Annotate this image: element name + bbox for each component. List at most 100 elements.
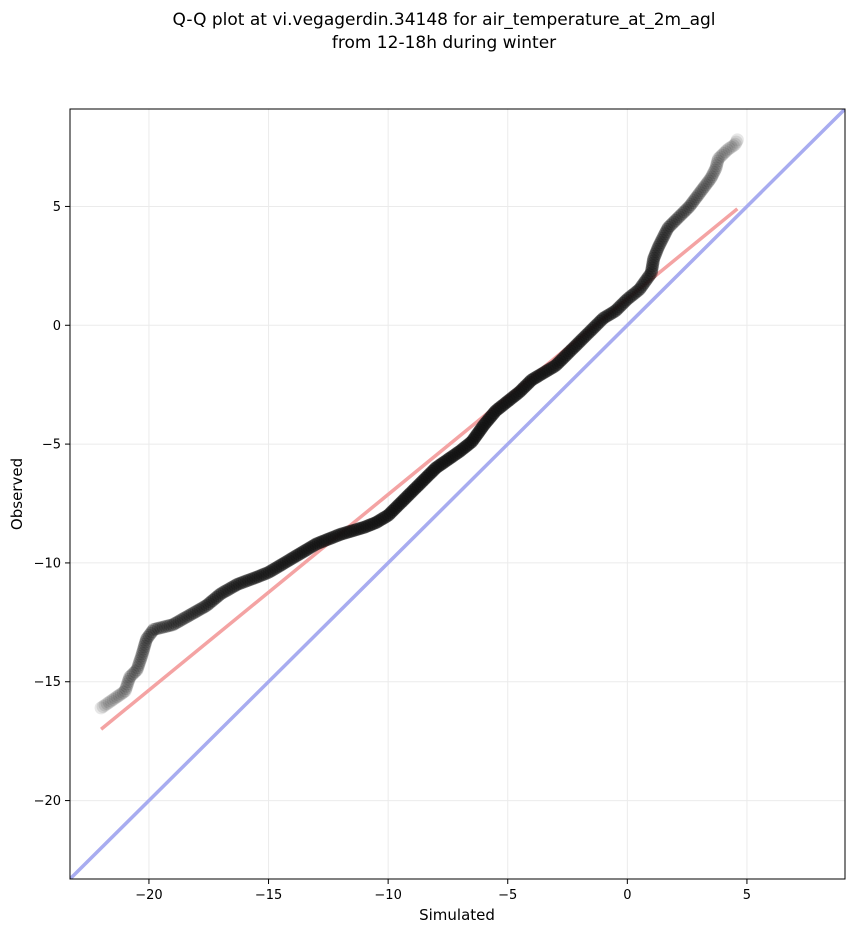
quantile-point (154, 621, 168, 635)
x-tick-label: 5 (743, 888, 751, 903)
quantile-point (720, 143, 734, 157)
quantile-point (726, 139, 740, 153)
quantile-point (707, 166, 721, 180)
quantile-point (700, 176, 714, 190)
quantile-point (204, 595, 218, 609)
quantile-point (108, 691, 122, 705)
quantile-point (693, 186, 707, 200)
quantile-point (618, 295, 632, 309)
quantile-point (681, 201, 695, 215)
quantile-point (298, 543, 312, 557)
quantile-point (256, 568, 270, 582)
quantile-point (141, 630, 155, 644)
quantile-point (599, 310, 613, 324)
quantile-point (198, 600, 212, 614)
quantile-point (220, 583, 234, 597)
quantile-point (249, 570, 263, 584)
quantile-point (172, 614, 186, 628)
quantile-point (551, 356, 565, 370)
plot-frame (69, 108, 846, 880)
quantile-point (131, 661, 145, 675)
quantile-point (641, 270, 655, 284)
x-tick-label: −5 (498, 888, 517, 903)
quantile-point (582, 325, 596, 339)
quantile-point (718, 145, 732, 159)
quantile-point (609, 303, 623, 317)
quantile-point (213, 587, 227, 601)
quantile-point (106, 692, 120, 706)
y-tick-label: 0 (53, 319, 61, 334)
quantile-point (631, 284, 645, 298)
quantile-point (711, 154, 725, 168)
quantile-point (717, 146, 731, 160)
quantile-point (194, 602, 208, 616)
quantile-point (682, 200, 696, 214)
quantile-point (687, 194, 701, 208)
quantile-point (163, 618, 177, 632)
quantile-point (555, 353, 569, 367)
quantile-point (215, 586, 229, 600)
quantile-point (253, 569, 267, 583)
quantile-point (128, 665, 142, 679)
axes: −20 −15 −10 −5 0 5 −20 −15 −10 −5 0 5 (34, 200, 752, 903)
quantile-point (691, 188, 705, 202)
quantile-point (589, 318, 603, 332)
y-tick-label: 5 (53, 200, 61, 215)
quantile-point (240, 574, 254, 588)
quantile-point (549, 358, 563, 372)
quantile-point (235, 576, 249, 590)
quantile-point (151, 621, 165, 635)
quantile-point (288, 550, 302, 564)
x-tick-label: 0 (623, 888, 631, 903)
quantile-point (661, 220, 675, 234)
quantile-point (142, 628, 156, 642)
quantile-point (654, 236, 668, 250)
quantile-point (685, 196, 699, 210)
quantile-point (639, 274, 653, 288)
quantile-point (290, 549, 304, 563)
quantile-point (273, 559, 287, 573)
quantile-point (649, 247, 663, 261)
quantile-point (593, 315, 607, 329)
quantile-point (553, 354, 567, 368)
quantile-point (605, 306, 619, 320)
quantile-point (112, 688, 126, 702)
quantile-point (724, 140, 738, 154)
quantile-point (558, 349, 572, 363)
quantile-points (94, 133, 744, 715)
quantile-point (116, 685, 130, 699)
quantile-point (574, 334, 588, 348)
quantile-point (200, 598, 214, 612)
quantile-point (710, 156, 724, 170)
quantile-point (572, 335, 586, 349)
quantile-point (629, 285, 643, 299)
x-tick-label: −20 (135, 888, 162, 903)
quantile-point (616, 296, 630, 310)
quantile-point (688, 192, 702, 206)
quantile-point (135, 649, 149, 663)
quantile-point (677, 205, 691, 219)
quantile-point (660, 222, 674, 236)
quantile-point (567, 341, 581, 355)
quantile-point (562, 346, 576, 360)
quantile-point (586, 321, 600, 335)
y-tick-label: −5 (42, 438, 61, 453)
quantile-point (565, 342, 579, 356)
quantile-point (706, 168, 720, 182)
quantile-point (659, 225, 673, 239)
quantile-point (307, 538, 321, 552)
quantile-point (300, 542, 314, 556)
quantile-point (170, 615, 184, 629)
quantile-point (596, 311, 610, 325)
quantile-point (230, 577, 244, 591)
quantile-point (643, 268, 657, 282)
quantile-point (625, 288, 639, 302)
quantile-point (258, 567, 272, 581)
quantile-point (296, 545, 310, 559)
quantile-point (560, 348, 574, 362)
quantile-point (705, 170, 719, 184)
quantile-point (588, 320, 602, 334)
quantile-point (702, 174, 716, 188)
quantile-point (636, 278, 650, 292)
